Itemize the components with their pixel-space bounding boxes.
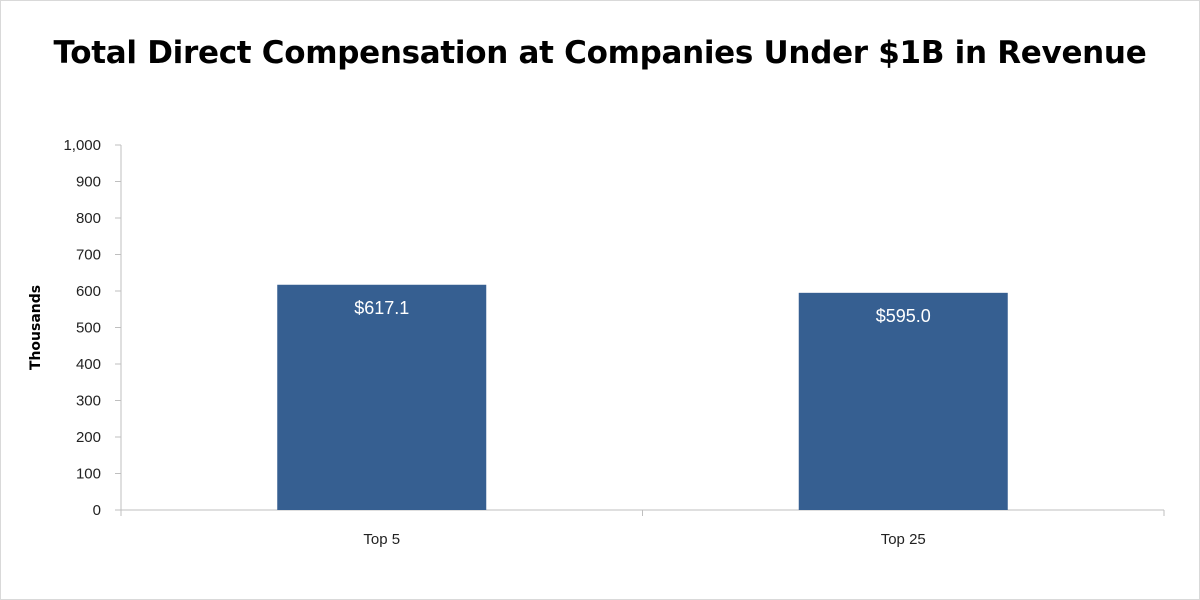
y-tick-label: 500 bbox=[76, 320, 101, 337]
x-tick-label: Top 25 bbox=[881, 531, 926, 548]
y-tick-label: 900 bbox=[76, 174, 101, 191]
x-tick-label: Top 5 bbox=[363, 531, 400, 548]
y-tick-label: 700 bbox=[76, 247, 101, 264]
data-label: $617.1 bbox=[354, 298, 409, 318]
y-tick-label: 400 bbox=[76, 356, 101, 373]
chart-title: Total Direct Compensation at Companies U… bbox=[53, 35, 1147, 71]
y-tick-label: 300 bbox=[76, 393, 101, 410]
y-tick-label: 100 bbox=[76, 466, 101, 483]
bars bbox=[277, 284, 1008, 510]
data-label: $595.0 bbox=[876, 306, 931, 326]
y-tick-label: 600 bbox=[76, 283, 101, 300]
y-tick-label: 800 bbox=[76, 210, 101, 227]
y-tick-label: 1,000 bbox=[63, 137, 101, 154]
y-tick-label: 200 bbox=[76, 429, 101, 446]
bar bbox=[798, 292, 1008, 510]
y-axis-title: Thousands bbox=[28, 285, 44, 370]
y-tick-label: 0 bbox=[93, 502, 101, 519]
bar bbox=[277, 284, 487, 510]
axes: 0 100 200 300 400 500 600 700 800 900 1,000 Thousan… bbox=[28, 137, 1165, 519]
labels: $617.1 Top 5 $595.0 Top 25 bbox=[354, 298, 931, 548]
